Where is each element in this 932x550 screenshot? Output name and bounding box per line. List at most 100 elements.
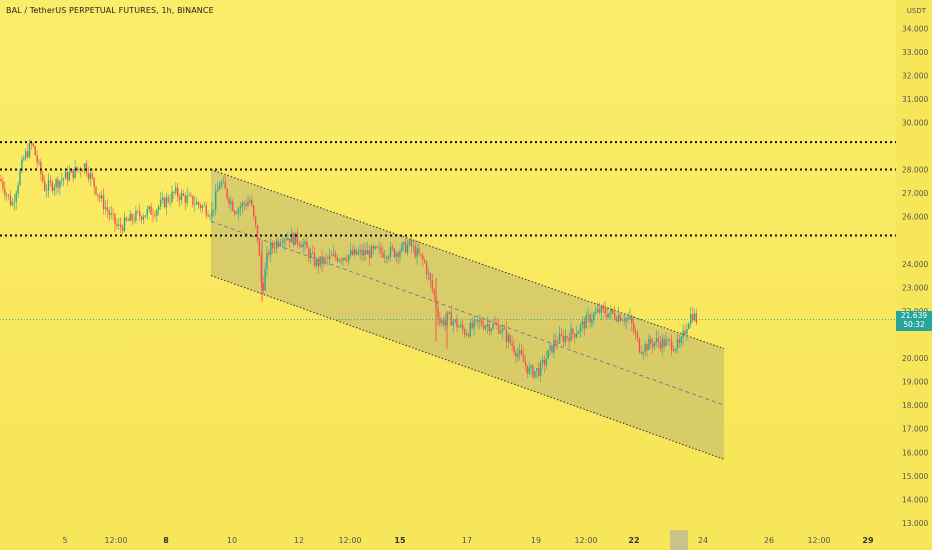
candle-body (667, 339, 669, 341)
candle-body (140, 216, 143, 220)
candle-body (555, 340, 557, 344)
candle-body (617, 314, 620, 322)
candle-body (83, 163, 86, 172)
candle-body (365, 250, 367, 255)
candle-body (95, 186, 97, 195)
candle-body (456, 319, 458, 328)
candle-body (443, 320, 445, 326)
candle-body (121, 227, 124, 232)
candle-body (289, 238, 291, 243)
candle-body (51, 182, 53, 191)
candle-body (89, 173, 91, 179)
candle-body (36, 155, 38, 163)
x-tick-label: 10 (227, 536, 237, 545)
candle-body (125, 217, 128, 221)
candle-body (384, 256, 386, 258)
candle-body (387, 256, 390, 259)
candle-body (64, 171, 67, 179)
x-tick-label: 12:00 (574, 536, 597, 545)
x-tick-label: 12 (294, 536, 304, 545)
candle-body (538, 368, 540, 376)
candle-body (473, 320, 475, 328)
candle-body (61, 179, 63, 182)
candle-body (171, 191, 173, 202)
candle-body (437, 307, 439, 319)
candle-body (159, 200, 162, 207)
candle-body (266, 252, 268, 269)
candle-body (623, 320, 625, 322)
candle-body (463, 329, 466, 336)
candle-body (340, 259, 342, 261)
candle-body (201, 205, 204, 209)
candle-body (363, 250, 365, 256)
candle-body (530, 365, 532, 368)
candle-body (446, 313, 449, 321)
candle-body (481, 320, 483, 326)
candle-body (412, 245, 414, 247)
candle-body (652, 343, 654, 347)
candle-body (6, 194, 8, 196)
candle-body (477, 319, 479, 322)
x-tick-label: 24 (698, 536, 708, 545)
candle-body (294, 232, 297, 245)
candle-body (351, 250, 354, 255)
candle-body (254, 215, 257, 225)
x-tick-label: 19 (531, 536, 541, 545)
candle-body (7, 194, 10, 196)
candle-body (281, 242, 283, 243)
candle-body (188, 195, 190, 196)
candle-body (593, 313, 595, 320)
candle-body (184, 195, 186, 203)
y-tick-label: 26.000 (902, 213, 928, 222)
candle-body (182, 193, 185, 196)
candle-body (133, 220, 135, 221)
candle-body (368, 250, 371, 258)
candle-body (327, 257, 329, 259)
candle-body (245, 204, 247, 206)
candle-body (454, 319, 456, 322)
candle-body (686, 328, 688, 335)
candle-body (560, 333, 563, 336)
candle-body (574, 333, 576, 338)
candle-body (576, 333, 578, 338)
candle-body (235, 213, 238, 215)
candle-body (241, 202, 243, 207)
current-price-tag: 21.639 50:32 (896, 311, 932, 331)
candle-body (406, 245, 409, 253)
candle-body (330, 255, 333, 257)
candle-body (28, 143, 31, 157)
candle-body (655, 338, 658, 342)
candle-body (258, 240, 261, 256)
x-tick-label: 12:00 (104, 536, 127, 545)
candle-body (310, 252, 312, 259)
price-axis (896, 0, 932, 530)
candle-body (150, 206, 152, 215)
candle-body (285, 239, 287, 240)
candle-body (659, 342, 661, 349)
candle-body (260, 255, 262, 284)
candle-body (237, 208, 240, 214)
y-tick-label: 13.000 (902, 519, 928, 528)
x-tick-label: 29 (862, 536, 874, 545)
y-tick-label: 20.000 (902, 354, 928, 363)
candle-body (57, 179, 59, 188)
candle-body (332, 253, 335, 256)
candle-body (653, 341, 656, 347)
candle-body (131, 214, 133, 221)
candle-body (608, 313, 610, 318)
y-tick-label: 30.000 (902, 118, 928, 127)
candle-body (602, 305, 604, 309)
candle-body (536, 368, 538, 371)
candle-body (638, 338, 641, 353)
candle-body (26, 151, 29, 157)
candle-body (646, 344, 648, 351)
candle-body (650, 338, 652, 344)
candle-body (612, 309, 614, 313)
candle-body (93, 177, 95, 187)
candle-body (30, 143, 33, 144)
candle-body (273, 247, 276, 249)
candle-body (197, 202, 200, 206)
candle-body (108, 210, 110, 215)
